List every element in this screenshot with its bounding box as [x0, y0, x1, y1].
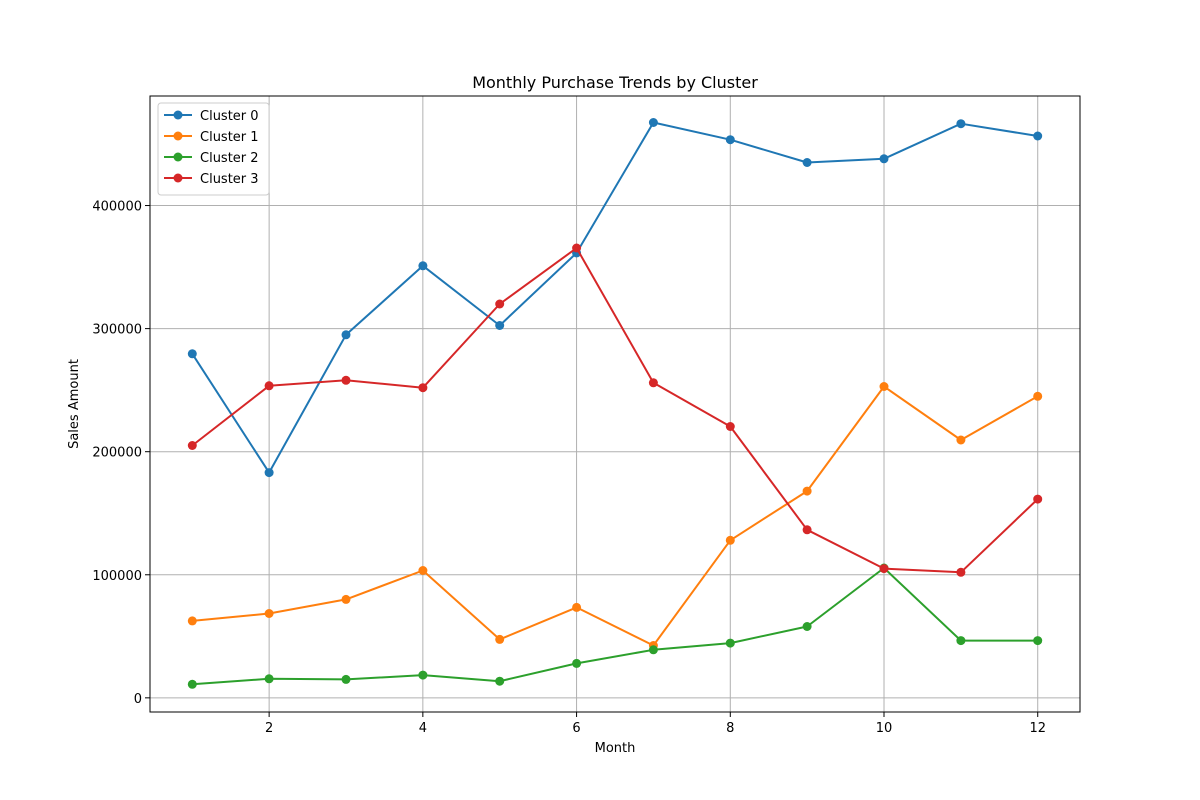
- y-tick-label: 300000: [92, 323, 142, 338]
- series-line: [192, 385, 1039, 647]
- data-point: [264, 381, 274, 391]
- data-point: [341, 330, 351, 340]
- legend-marker: [173, 131, 183, 141]
- series-1: [187, 382, 1043, 650]
- y-tick-label: 0: [134, 692, 142, 707]
- plot-frame: [149, 95, 1081, 713]
- x-tick-label: 4: [419, 721, 427, 736]
- data-point: [725, 638, 735, 648]
- data-point: [1033, 131, 1043, 141]
- data-point: [264, 609, 274, 618]
- legend-label: Cluster 1: [200, 130, 259, 145]
- legend-label: Cluster 3: [200, 172, 259, 187]
- x-tick-label: 2: [265, 721, 273, 736]
- legend-label: Cluster 0: [200, 109, 259, 124]
- legend-marker: [173, 110, 183, 120]
- data-point: [187, 616, 197, 626]
- data-point: [1033, 391, 1043, 401]
- data-point: [1033, 494, 1043, 504]
- legend-item: Cluster 2: [164, 151, 259, 166]
- data-point: [572, 658, 582, 668]
- legend-item: Cluster 3: [164, 172, 259, 187]
- legend-marker: [173, 173, 183, 183]
- series-3: [187, 243, 1043, 577]
- series-line: [191, 121, 1038, 474]
- data-point: [341, 375, 351, 385]
- data-point: [418, 261, 428, 271]
- legend-label: Cluster 2: [200, 151, 259, 166]
- data-point: [802, 622, 812, 631]
- y-tick-label: 200000: [92, 446, 142, 461]
- data-point: [648, 118, 658, 127]
- series-0: [187, 118, 1043, 478]
- legend-marker: [173, 152, 183, 162]
- legend-item: Cluster 1: [164, 130, 259, 145]
- legend-item: Cluster 0: [164, 109, 259, 124]
- data-point: [802, 525, 812, 535]
- data-point: [956, 435, 966, 445]
- data-point: [187, 441, 197, 450]
- x-tick-label: 10: [876, 721, 893, 736]
- data-point: [495, 299, 505, 309]
- data-point: [187, 679, 197, 689]
- data-point: [418, 566, 428, 575]
- data-point: [725, 535, 735, 545]
- data-point: [802, 486, 812, 496]
- data-point: [648, 645, 658, 655]
- series-group: [187, 118, 1043, 689]
- data-point: [495, 634, 505, 644]
- legend: Cluster 0 Cluster 1 Cluster 2 Cluster 3: [157, 102, 270, 196]
- data-point: [802, 158, 812, 167]
- data-point: [956, 567, 966, 577]
- data-point: [495, 676, 505, 686]
- y-axis-title: Sales Amount: [67, 359, 82, 449]
- x-axis-title: Month: [595, 741, 636, 756]
- series-line: [192, 567, 1038, 686]
- data-point: [725, 422, 735, 431]
- data-point: [418, 383, 428, 393]
- legend-box: [157, 102, 270, 196]
- x-tick-label: 12: [1029, 721, 1046, 736]
- data-point: [418, 670, 428, 680]
- axis-ticks: 2 4 6 8 10 12 0 100000 200000 300000 400000: [92, 200, 1046, 736]
- data-point: [572, 602, 582, 612]
- data-point: [879, 382, 889, 391]
- data-point: [495, 321, 505, 330]
- data-point: [879, 154, 889, 164]
- data-point: [264, 674, 274, 684]
- data-point: [187, 349, 197, 359]
- data-point: [341, 674, 351, 684]
- data-point: [879, 564, 889, 574]
- x-tick-label: 8: [726, 721, 734, 736]
- x-tick-label: 6: [572, 721, 580, 736]
- data-point: [725, 135, 735, 145]
- y-tick-label: 400000: [92, 200, 142, 215]
- data-point: [648, 378, 658, 388]
- data-point: [572, 243, 582, 253]
- data-point: [341, 594, 351, 604]
- grid: [150, 96, 1080, 712]
- chart-title: Monthly Purchase Trends by Cluster: [472, 73, 758, 92]
- data-point: [1033, 636, 1043, 646]
- data-point: [956, 119, 966, 129]
- series-line: [191, 247, 1039, 574]
- data-point: [956, 636, 966, 646]
- data-point: [264, 468, 274, 478]
- y-tick-label: 100000: [92, 569, 142, 584]
